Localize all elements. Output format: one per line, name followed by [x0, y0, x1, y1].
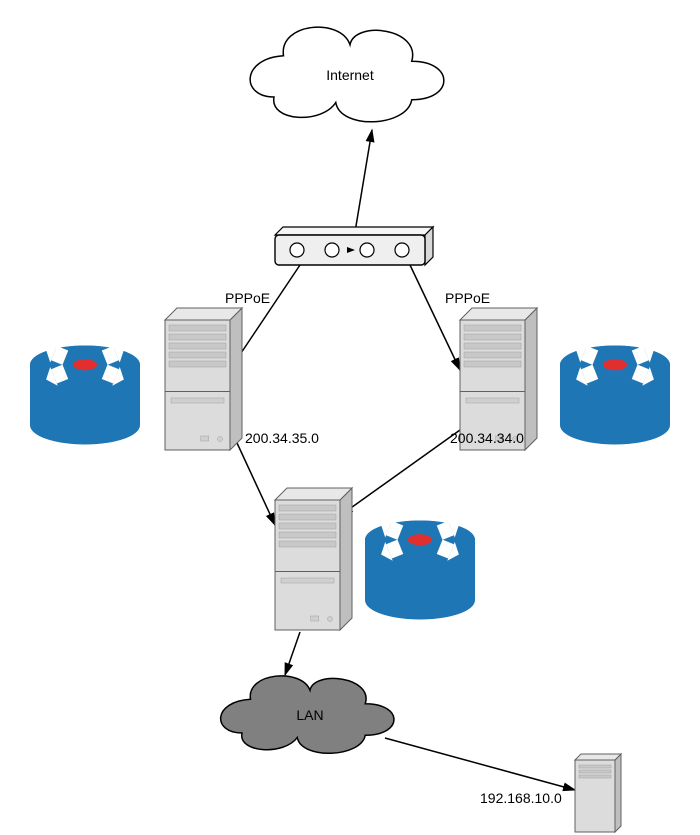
cloud-icon: LAN — [221, 676, 394, 753]
router-icon — [560, 344, 670, 445]
svg-text:LAN: LAN — [296, 707, 323, 723]
modem-icon — [275, 227, 433, 265]
server-icon — [575, 754, 621, 832]
server-icon — [460, 308, 537, 450]
svg-text:Internet: Internet — [326, 67, 374, 83]
server-icon — [165, 308, 242, 450]
pppoe-left-label: PPPoE — [225, 290, 270, 306]
router-icon — [365, 519, 475, 620]
cloud-icon: Internet — [250, 27, 444, 122]
ip-lan-label: 192.168.10.0 — [480, 790, 562, 806]
ip-left-label: 200.34.35.0 — [245, 430, 319, 446]
router-icon — [30, 344, 140, 445]
pppoe-right-label: PPPoE — [445, 290, 490, 306]
ip-right-label: 200.34.34.0 — [450, 430, 524, 446]
network-diagram: Internet LAN — [0, 0, 700, 835]
server-icon — [275, 488, 352, 630]
